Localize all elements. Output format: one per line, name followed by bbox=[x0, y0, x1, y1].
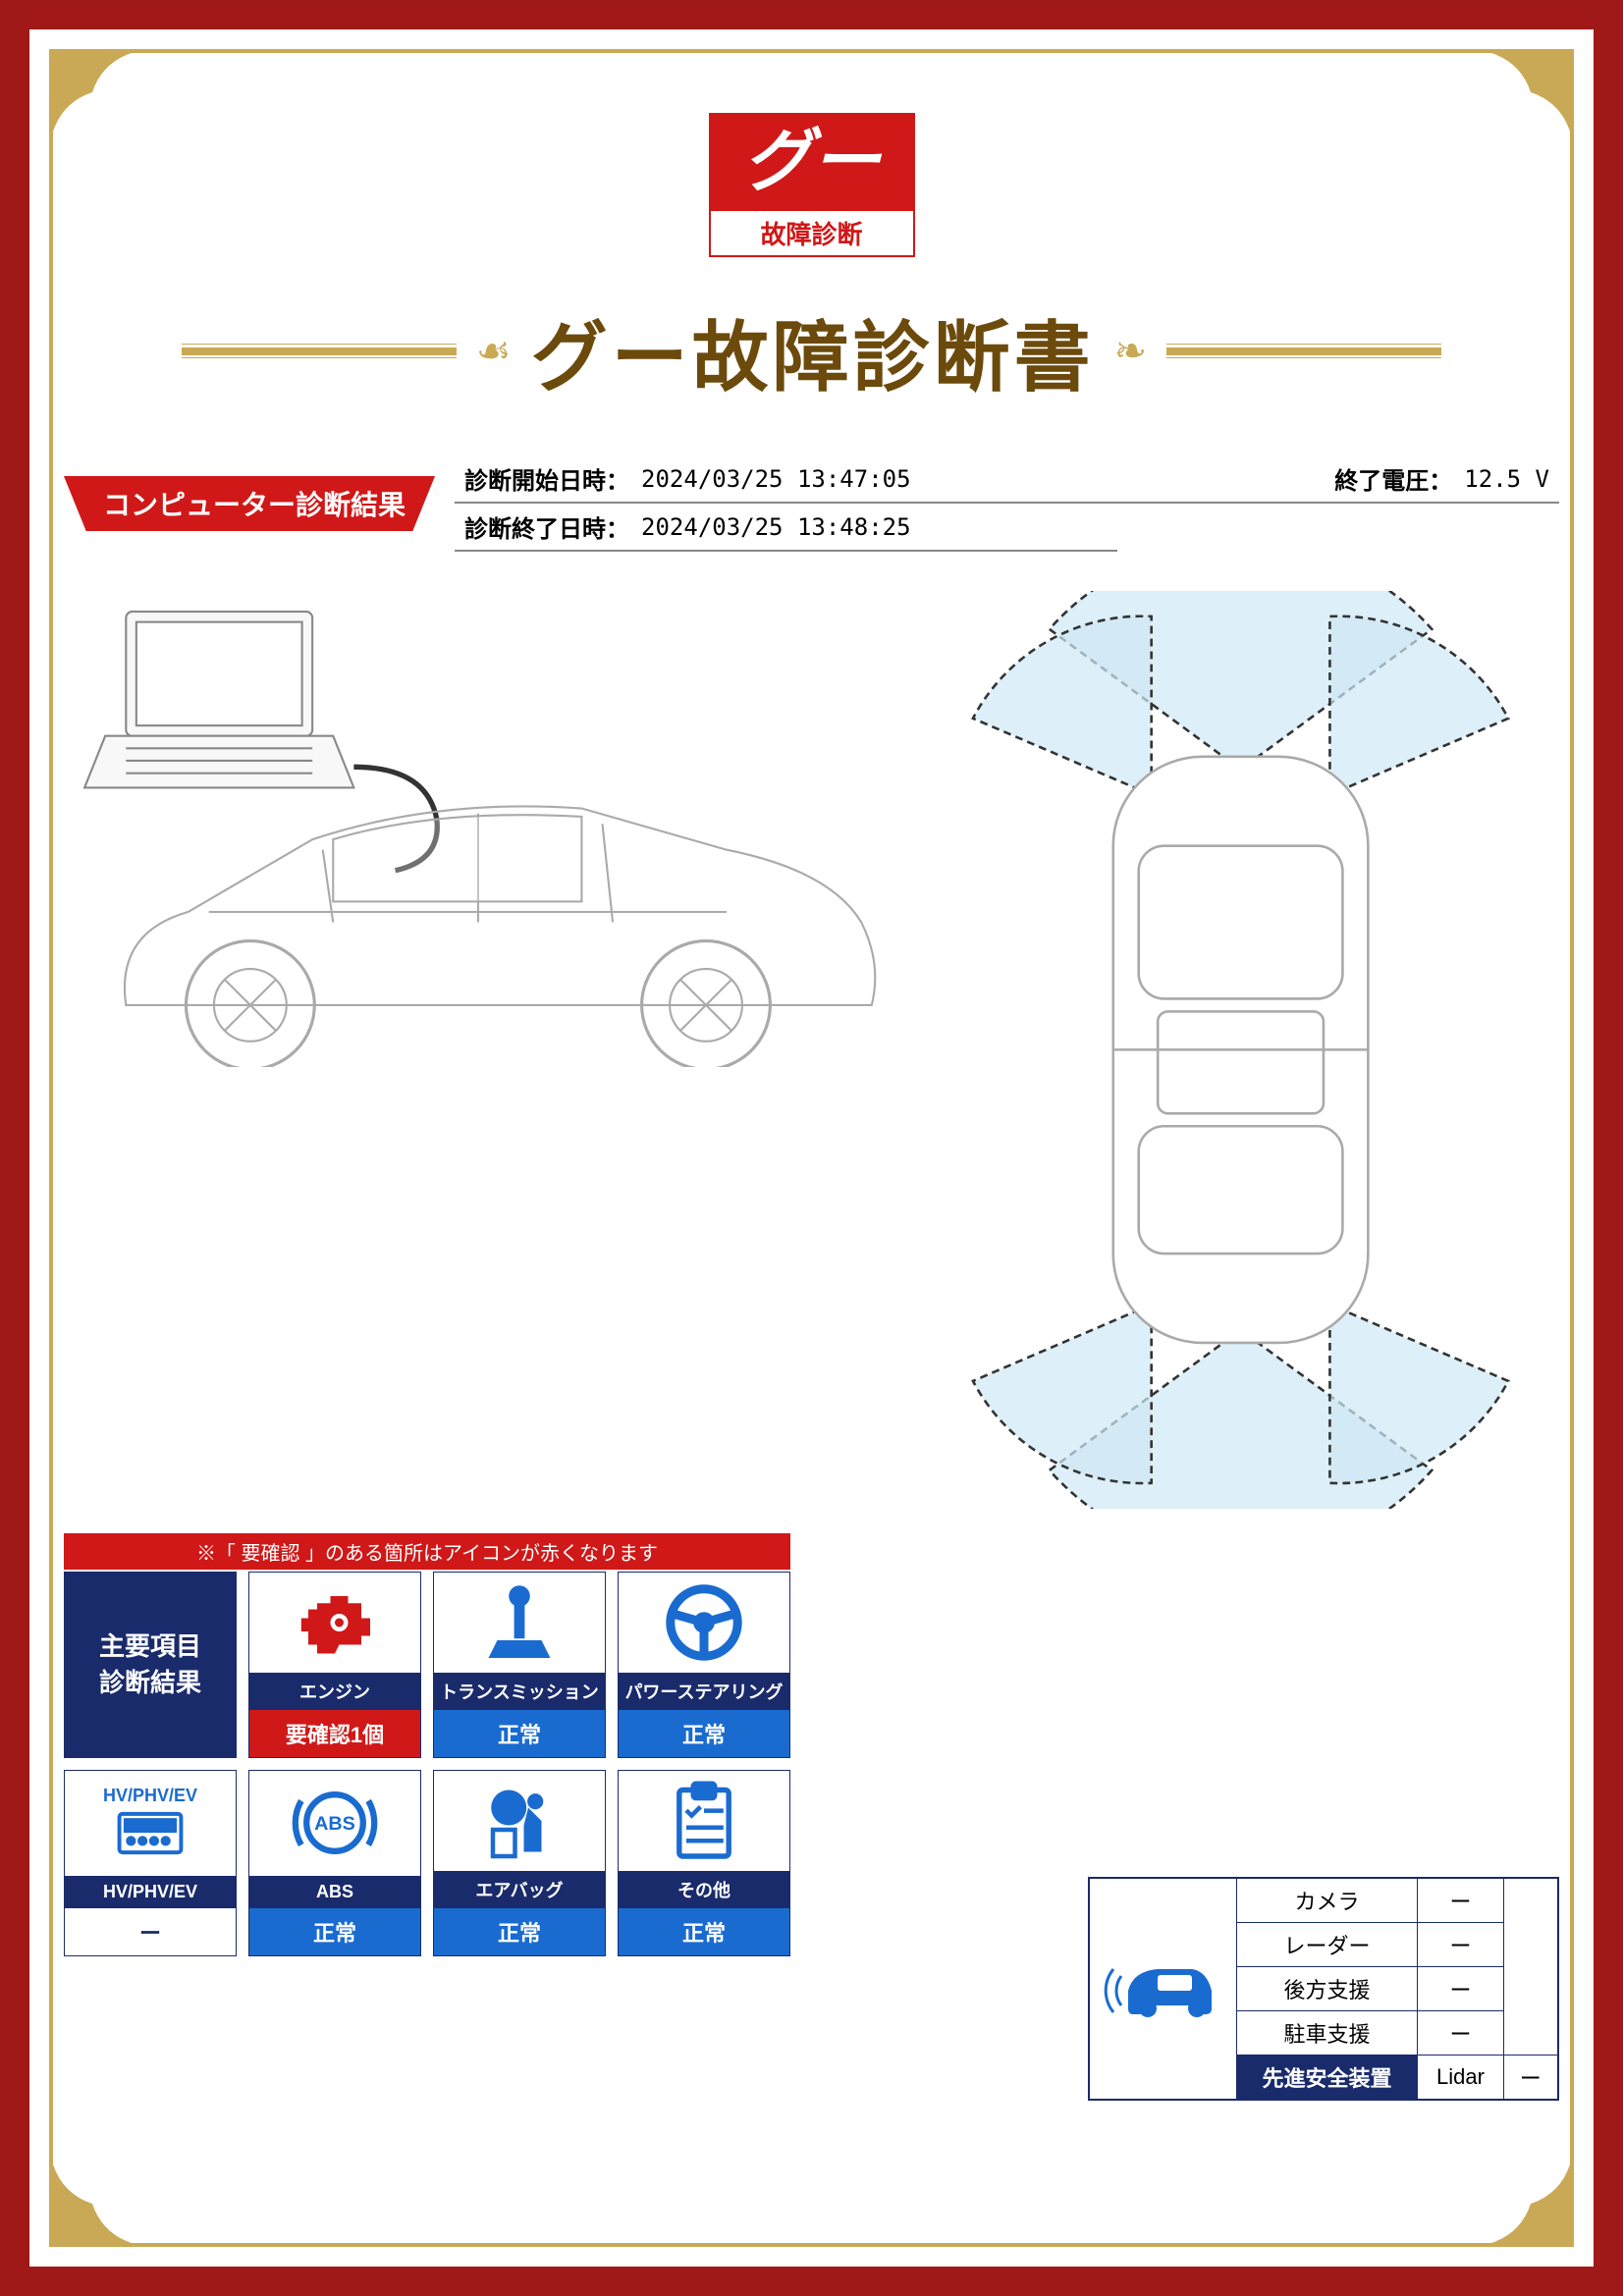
results-row: ※「 要確認 」のある箇所はアイコンが赤くなります 主要項目 診断結果 エンジン… bbox=[64, 1514, 1559, 2101]
cell-label: ABS bbox=[249, 1876, 420, 1908]
cell-label: パワーステアリング bbox=[619, 1673, 789, 1710]
cell-status: 正常 bbox=[434, 1710, 605, 1757]
cell-status: 正常 bbox=[619, 1710, 789, 1757]
safety-row-label: 駐車支援 bbox=[1236, 2010, 1418, 2055]
car-top-diagram bbox=[922, 591, 1559, 1514]
safety-row-label: 後方支援 bbox=[1236, 1966, 1418, 2010]
results-left: ※「 要確認 」のある箇所はアイコンが赤くなります 主要項目 診断結果 エンジン… bbox=[64, 1514, 790, 1956]
cell-status: 要確認1個 bbox=[249, 1710, 420, 1757]
logo-block: グー 故障診断 bbox=[64, 113, 1559, 257]
section-tab: コンピューター診断結果 bbox=[64, 476, 435, 531]
corner-ornament-tr bbox=[1491, 53, 1570, 132]
hvev-icon: HV/PHV/EV bbox=[65, 1771, 236, 1876]
safety-row-value: ー bbox=[1418, 2010, 1503, 2055]
safety-row-value: ー bbox=[1418, 1966, 1503, 2010]
cell-label: エンジン bbox=[249, 1673, 420, 1710]
page-frame: グー 故障診断 ☙ グー故障診断書 ❧ コンピューター診断結果 診断開始日時： … bbox=[0, 0, 1623, 2296]
cell-status: 正常 bbox=[434, 1908, 605, 1955]
inner-frame: グー 故障診断 ☙ グー故障診断書 ❧ コンピューター診断結果 診断開始日時： … bbox=[29, 29, 1594, 2267]
safety-row-label: Lidar bbox=[1418, 2055, 1503, 2100]
airbag-icon bbox=[434, 1771, 605, 1871]
meta-column: 診断開始日時： 2024/03/25 13:47:05 終了電圧： 12.5 V… bbox=[455, 455, 1559, 552]
safety-table: カメラ ー レーダーー 後方支援ー 駐車支援ー 先進安全装置 Lidar ー bbox=[1088, 1877, 1559, 2101]
cell-status: ー bbox=[65, 1908, 236, 1955]
car-side-diagram bbox=[64, 591, 893, 1514]
cell-other: その他 正常 bbox=[618, 1770, 790, 1956]
voltage-value: 12.5 V bbox=[1464, 465, 1549, 493]
steering-icon bbox=[619, 1573, 789, 1673]
meta-row-2: 診断終了日時： 2024/03/25 13:48:25 bbox=[455, 504, 1117, 552]
corner-ornament-tl bbox=[53, 53, 132, 132]
laptop-car-icon bbox=[64, 591, 893, 1067]
safety-row-value: ー bbox=[1503, 2055, 1558, 2100]
title-line-right bbox=[1166, 347, 1441, 355]
cell-abs: ABS ABS 正常 bbox=[248, 1770, 421, 1956]
diagram-row bbox=[64, 591, 1559, 1514]
end-label: 診断終了日時： bbox=[464, 509, 629, 544]
safety-row-value: ー bbox=[1418, 1878, 1503, 1923]
safety-car-icon bbox=[1104, 1942, 1221, 2030]
cell-label: HV/PHV/EV bbox=[65, 1876, 236, 1908]
cell-hvev: HV/PHV/EV HV/PHV/EV ー bbox=[64, 1770, 237, 1956]
abs-icon: ABS bbox=[249, 1771, 420, 1876]
start-value: 2024/03/25 13:47:05 bbox=[641, 465, 911, 493]
start-label: 診断開始日時： bbox=[464, 461, 629, 496]
meta-row-1: 診断開始日時： 2024/03/25 13:47:05 終了電圧： 12.5 V bbox=[455, 455, 1559, 504]
end-value: 2024/03/25 13:48:25 bbox=[641, 513, 911, 541]
header-cell: 主要項目 診断結果 bbox=[64, 1572, 237, 1758]
safety-row-value: ー bbox=[1418, 1922, 1503, 1966]
svg-text:ABS: ABS bbox=[314, 1813, 355, 1835]
cell-transmission: トランスミッション 正常 bbox=[433, 1572, 606, 1758]
title-line-left bbox=[182, 347, 457, 355]
header-bar: コンピューター診断結果 診断開始日時： 2024/03/25 13:47:05 … bbox=[64, 455, 1559, 552]
title-row: ☙ グー故障診断書 ❧ bbox=[64, 296, 1559, 406]
engine-icon bbox=[249, 1573, 420, 1673]
note-bar: ※「 要確認 」のある箇所はアイコンが赤くなります bbox=[64, 1533, 790, 1570]
transmission-icon bbox=[434, 1573, 605, 1673]
voltage-label: 終了電圧： bbox=[1334, 461, 1452, 496]
results-grid: 主要項目 診断結果 エンジン 要確認1個 bbox=[64, 1572, 790, 1956]
flourish-right: ❧ bbox=[1114, 329, 1148, 374]
header-cell-text: 主要項目 診断結果 bbox=[99, 1629, 201, 1700]
flourish-left: ☙ bbox=[476, 329, 512, 374]
clipboard-icon bbox=[619, 1771, 789, 1871]
corner-ornament-br bbox=[1491, 2164, 1570, 2243]
safety-row-label: レーダー bbox=[1236, 1922, 1418, 1966]
document-title: グー故障診断書 bbox=[531, 296, 1095, 406]
safety-row-label: カメラ bbox=[1236, 1878, 1418, 1923]
cell-steering: パワーステアリング 正常 bbox=[618, 1572, 790, 1758]
sensor-range-icon bbox=[922, 591, 1559, 1509]
logo-subtitle: 故障診断 bbox=[709, 211, 915, 257]
hvev-top-text: HV/PHV/EV bbox=[103, 1786, 197, 1806]
safety-header: 先進安全装置 bbox=[1236, 2055, 1418, 2100]
cell-label: エアバッグ bbox=[434, 1871, 605, 1908]
cell-status: 正常 bbox=[619, 1908, 789, 1955]
cell-label: トランスミッション bbox=[434, 1673, 605, 1710]
cell-airbag: エアバッグ 正常 bbox=[433, 1770, 606, 1956]
safety-car-icon-cell bbox=[1089, 1878, 1236, 2100]
cell-engine: エンジン 要確認1個 bbox=[248, 1572, 421, 1758]
logo-brand: グー bbox=[709, 113, 915, 211]
corner-ornament-bl bbox=[53, 2164, 132, 2243]
cell-status: 正常 bbox=[249, 1908, 420, 1955]
cell-label: その他 bbox=[619, 1871, 789, 1908]
